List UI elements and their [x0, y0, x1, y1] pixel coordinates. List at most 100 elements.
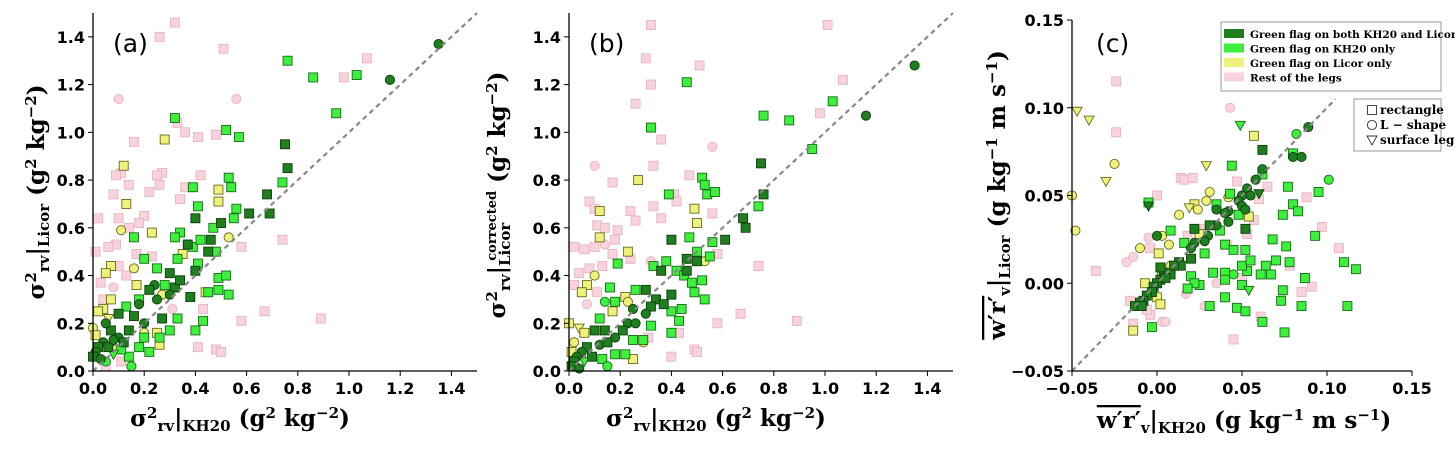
data-point [648, 160, 659, 171]
data-point [674, 315, 685, 326]
series-both-flag [88, 38, 444, 365]
data-point [221, 270, 232, 281]
data-point [1179, 237, 1190, 248]
data-point [699, 179, 710, 190]
series-licor-flag [87, 134, 234, 355]
data-point [118, 160, 129, 171]
y-tick-label: 1.2 [57, 76, 85, 95]
data-point [1179, 174, 1190, 185]
data-point [707, 208, 718, 219]
data-point [100, 318, 111, 329]
data-point [1301, 192, 1312, 203]
data-point [676, 303, 687, 314]
data-point [1090, 266, 1101, 276]
y-tick-label: 0.4 [57, 267, 85, 286]
x-axis-label-part: (g kg [1206, 407, 1281, 434]
data-point [740, 222, 751, 233]
data-point [569, 337, 580, 348]
x-tick-label: 0.6 [708, 379, 736, 398]
data-point [681, 77, 692, 88]
legend-swatch [1224, 72, 1244, 82]
data-point [594, 313, 605, 324]
y-axis-label-part: w′r′ [984, 296, 1011, 341]
data-point [228, 213, 239, 224]
data-point [134, 342, 145, 353]
data-point [645, 320, 656, 331]
data-point [282, 163, 293, 174]
y-tick-label: 1.4 [533, 28, 561, 47]
data-point [123, 351, 134, 362]
data-point [627, 303, 639, 314]
data-point [259, 306, 270, 317]
x-axis-label-part: ) [1380, 407, 1391, 434]
x-tick-label: 1.2 [386, 379, 414, 398]
x-tick-label: −0.05 [1046, 379, 1099, 398]
data-point [152, 263, 162, 274]
data-point [1287, 151, 1299, 162]
data-point [1237, 280, 1247, 290]
data-point [190, 325, 201, 336]
y-axis-label-part: σ [23, 283, 50, 300]
y-axis-label-part: rv [35, 254, 53, 272]
data-point [1333, 243, 1344, 254]
data-point [1342, 301, 1353, 312]
x-axis-label-part: kg [752, 405, 792, 432]
data-point [210, 129, 221, 140]
data-point [144, 187, 155, 197]
data-point [671, 196, 682, 207]
data-point [231, 93, 242, 104]
data-point [1220, 274, 1230, 285]
data-point [720, 234, 731, 245]
data-point [758, 110, 769, 121]
data-point [656, 213, 667, 224]
x-axis-label-part: σ [606, 405, 623, 432]
y-axis-label-part: ) [984, 50, 1011, 61]
y-axis-label: w′r′v|Licor (g kg−1 m s−1) [983, 50, 1014, 341]
data-point [1225, 102, 1236, 113]
data-point [175, 194, 185, 205]
x-tick-label: 0.00 [1137, 379, 1176, 398]
data-point [338, 72, 349, 83]
y-tick-label: 1.2 [533, 76, 561, 95]
data-point [574, 268, 585, 279]
data-point [1160, 316, 1171, 327]
data-point [579, 327, 590, 338]
data-point [180, 127, 191, 138]
data-point [1253, 189, 1265, 200]
x-tick-label: 0.15 [1392, 379, 1431, 398]
y-axis-label-part: −2 [22, 95, 40, 118]
data-point [187, 182, 198, 193]
data-point [129, 136, 139, 147]
data-point [105, 294, 116, 305]
data-point [681, 265, 692, 276]
data-point [645, 301, 656, 312]
data-point [1313, 187, 1324, 197]
x-tick-label: 0.4 [181, 379, 209, 398]
data-point [633, 175, 644, 186]
data-point [837, 74, 848, 85]
data-point [1231, 176, 1242, 187]
data-point [1339, 257, 1349, 268]
data-point [134, 299, 145, 310]
data-point [277, 234, 288, 245]
data-point [584, 263, 595, 274]
y-axis-label-part: −1 [983, 61, 1001, 84]
data-point [1257, 316, 1268, 327]
data-point [692, 256, 702, 267]
data-point [195, 170, 206, 181]
panel-b: 0.0 0.2 0.4 0.6 0.8 1.0 1.2 1.4 0.0 0.2 0.4 0.6 0.8 1… [483, 12, 954, 435]
x-axis-label-part: 2 [623, 404, 633, 422]
data-point [709, 187, 720, 197]
legend-circle-icon [1366, 119, 1378, 131]
data-point [628, 335, 638, 345]
data-point [103, 342, 114, 353]
y-tick-label: 0.00 [1025, 274, 1064, 293]
y-axis-label-part: −1 [983, 137, 1001, 160]
x-tick-label: 0.8 [284, 379, 312, 398]
data-point [152, 170, 162, 181]
x-axis-label-part: w′r′ [1096, 407, 1141, 434]
y-axis-label: σ2rv|Licorcorrected (g2 kg−2) [483, 72, 514, 319]
data-point [175, 275, 185, 286]
x-axis-label-part: −2 [316, 404, 339, 422]
